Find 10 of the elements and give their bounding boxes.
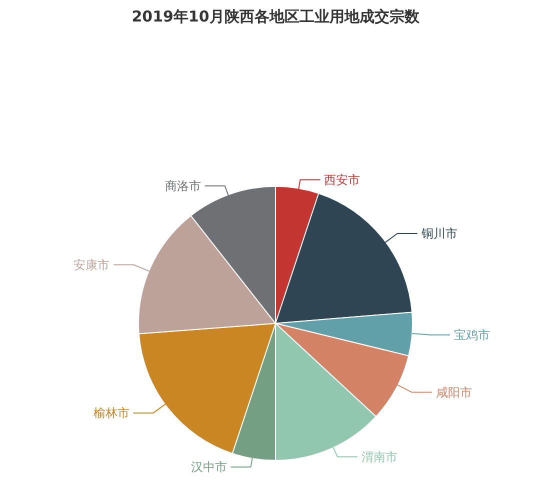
slice-label: 铜川市 <box>420 226 458 240</box>
slice-label: 咸阳市 <box>436 385 472 400</box>
chart-title: 2019年10月陕西各地区工业用地成交宗数 <box>132 8 420 26</box>
slice-label: 商洛市 <box>164 178 201 193</box>
slice-label: 汉中市 <box>190 460 227 474</box>
slice-label: 宝鸡市 <box>454 328 490 342</box>
slice-label: 渭南市 <box>362 450 398 464</box>
slice-label: 榆林市 <box>93 406 130 420</box>
slice-label: 西安市 <box>324 172 360 187</box>
slice-label: 安康市 <box>74 258 110 272</box>
